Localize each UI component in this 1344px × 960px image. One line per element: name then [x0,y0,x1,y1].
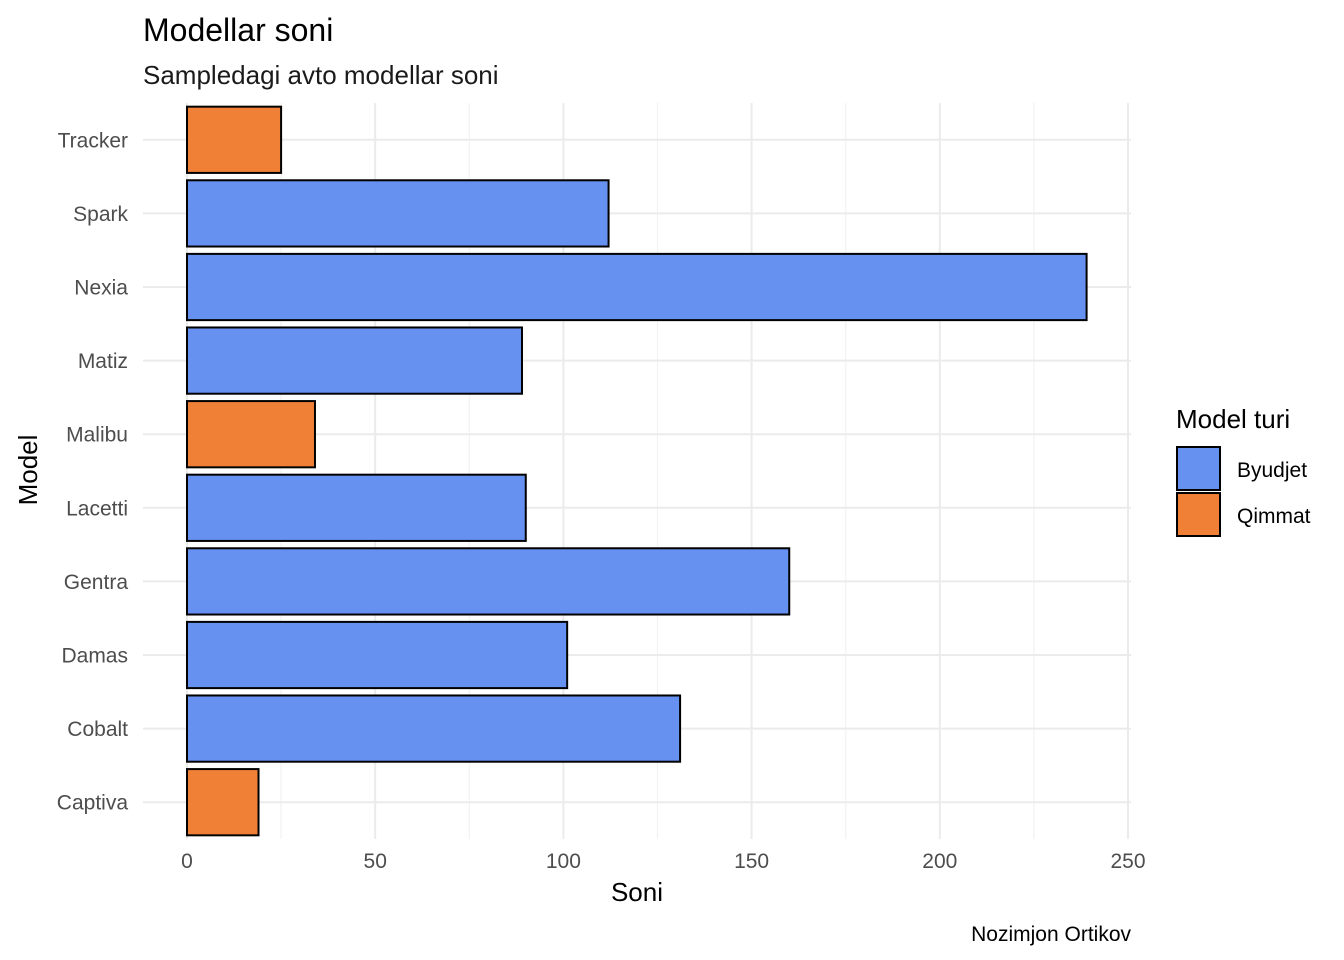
x-axis-title: Soni [611,877,663,907]
legend-title: Model turi [1176,404,1290,434]
x-tick-labels: 0 50 100 150 200 250 [181,850,1145,873]
y-tick-label: Malibu [66,424,128,447]
bar-group [186,105,1088,837]
y-tick-label: Cobalt [67,718,128,741]
y-tick-label: Damas [61,645,128,668]
x-tick-label: 250 [1110,850,1145,873]
x-tick-label: 200 [922,850,957,873]
bar-captiva [186,768,260,837]
y-tick-label: Captiva [57,792,129,815]
bar-tracker [186,105,283,174]
y-axis-title: Model [13,435,43,506]
bar-gentra [186,547,791,616]
bar-malibu [186,400,316,469]
x-tick-label: 50 [364,850,387,873]
y-tick-labels: Captiva Cobalt Damas Gentra Lacetti Malibu Mat… [57,129,129,814]
y-tick-label: Matiz [78,350,128,373]
bar-matiz [186,326,523,395]
x-tick-label: 150 [734,850,769,873]
bar-spark [186,179,610,248]
y-tick-label: Tracker [58,129,128,152]
legend-label-qimmat: Qimmat [1237,505,1311,528]
legend-swatch-byudjet [1176,446,1221,491]
bar-nexia [186,252,1088,322]
chart-title: Modellar soni [143,12,333,48]
y-tick-label: Lacetti [66,497,128,520]
bar-cobalt [186,694,682,763]
legend: Model turi Byudjet Qimmat [1176,404,1311,537]
bar-lacetti [186,473,527,542]
chart-caption: Nozimjon Ortikov [971,923,1131,946]
y-tick-label: Gentra [64,571,129,594]
x-tick-label: 100 [546,850,581,873]
chart-subtitle: Sampledagi avto modellar soni [143,60,499,90]
legend-swatch-qimmat [1176,492,1221,537]
bar-damas [186,620,569,690]
y-tick-label: Nexia [74,277,128,300]
y-tick-label: Spark [73,203,128,226]
x-tick-label: 0 [181,850,193,873]
legend-label-byudjet: Byudjet [1237,459,1307,482]
